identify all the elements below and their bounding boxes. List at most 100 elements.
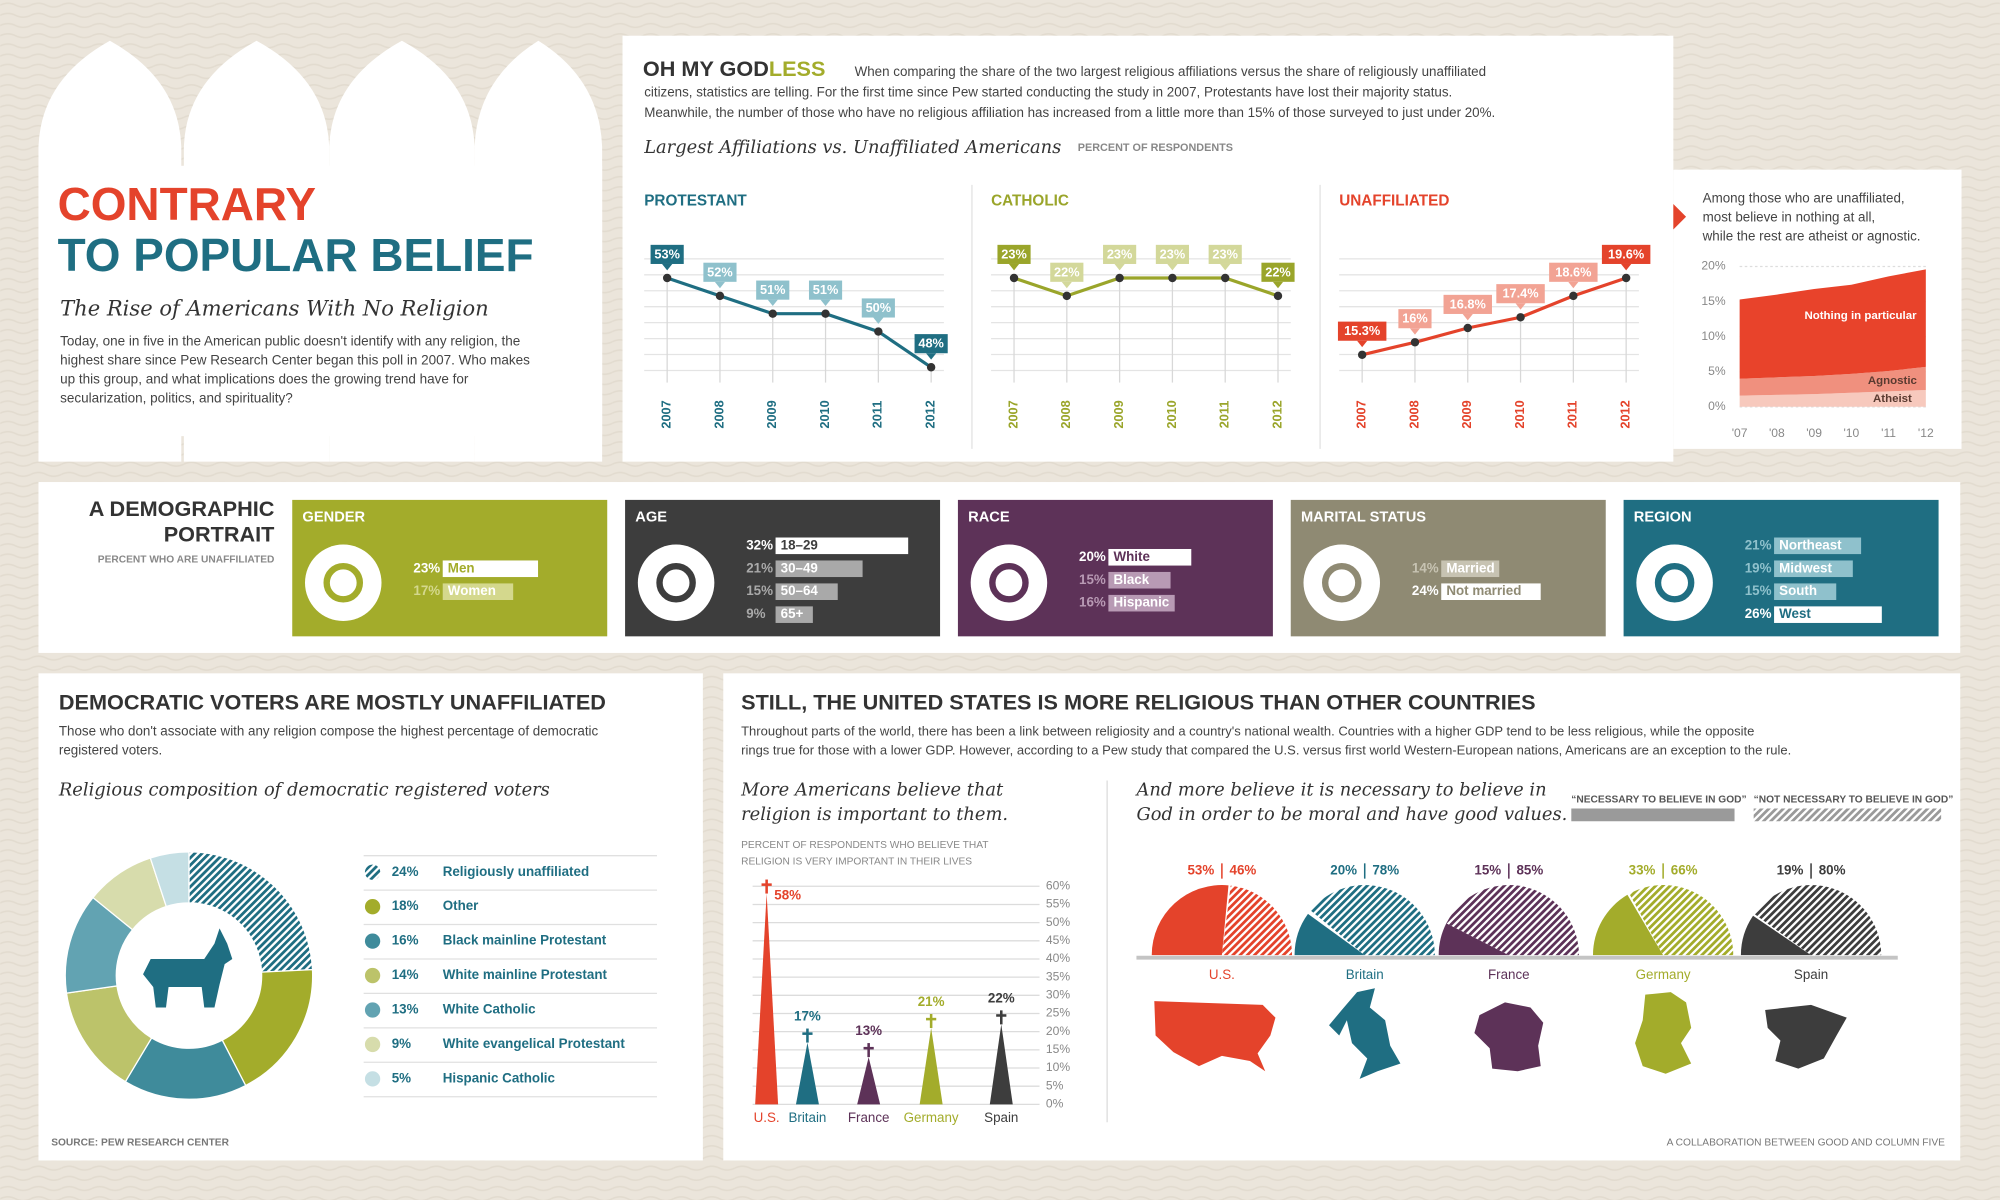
value-label-box [1398, 309, 1432, 329]
trend-line [1361, 276, 1627, 357]
section-heading: DEMOCRATIC VOTERS ARE MOSTLY UNAFFILIATE… [59, 690, 606, 715]
intro-text: up this group, and what implications doe… [60, 372, 469, 387]
y-tick-label: 45% [1046, 933, 1070, 947]
area [1739, 389, 1926, 407]
value-label: 32% [746, 537, 773, 552]
value-label: 18.6% [1555, 264, 1591, 279]
subtitle: The Rise of Americans With No Religion [60, 295, 489, 320]
value-label-box [1261, 262, 1295, 282]
chart-title: RACE [968, 510, 1010, 526]
bar [775, 537, 909, 555]
slice [149, 851, 190, 908]
paragraph: When comparing the share of the two larg… [855, 64, 1486, 79]
point [821, 309, 830, 318]
y-tick-label: 55% [1046, 897, 1070, 911]
value-label-pointer [1220, 263, 1231, 271]
bar [989, 1024, 1013, 1105]
value-label-box [756, 280, 790, 300]
category-label: Germany [1636, 967, 1691, 982]
value-label: 15% [746, 583, 773, 598]
category-label: U.S. [1209, 967, 1235, 982]
series-label: Agnostic [1868, 375, 1918, 387]
x-tick-label: 2009 [1459, 400, 1474, 428]
category-label: Not married [1446, 583, 1521, 598]
value-label: 53% [1187, 863, 1214, 878]
value-label: 15% [1474, 863, 1501, 878]
legend-swatch [364, 1002, 381, 1018]
value-label-box [1443, 294, 1492, 314]
chart-title: AGE [635, 510, 667, 526]
value-label-box [1496, 284, 1545, 304]
chart-title: Religious composition of democratic regi… [58, 780, 550, 801]
x-tick-label: 2010 [817, 400, 832, 428]
value-label: 15.3% [1344, 323, 1380, 338]
value-label-box [997, 244, 1031, 264]
bar [1774, 606, 1882, 623]
icon-detail [1321, 563, 1362, 603]
intro-text: Today, one in five in the American publi… [60, 333, 520, 348]
value-label-box [1050, 262, 1084, 282]
value-label-pointer [767, 299, 778, 307]
value-label: 20% [1079, 549, 1106, 564]
bar [442, 560, 539, 578]
legend-swatch [364, 967, 381, 984]
map-britain [1329, 988, 1401, 1079]
legend-swatch [1571, 808, 1735, 822]
half-pie-slice [1294, 913, 1365, 956]
category-label: Hispanic [1113, 595, 1169, 610]
half-pie-slice [1629, 885, 1734, 956]
y-tick-label: 0% [1708, 399, 1726, 413]
value-label: 78% [1372, 863, 1399, 878]
bar [1108, 571, 1171, 589]
map-us [1154, 1001, 1276, 1072]
x-tick-label: 2007 [1005, 400, 1020, 428]
value-label-pointer [1061, 281, 1072, 289]
x-tick-label: 2008 [1058, 400, 1073, 428]
x-tick-label: 2012 [923, 400, 938, 428]
half-pie-slice [1310, 885, 1435, 956]
value-label-box [914, 334, 948, 354]
chart-note: PERCENT OF RESPONDENTS WHO BELIEVE THAT [741, 840, 988, 851]
half-pie-slice [1446, 885, 1579, 956]
x-tick-label: 2012 [1618, 400, 1633, 428]
legend-value: 18% [392, 898, 419, 913]
value-label: 15% [1745, 583, 1772, 598]
chart-note: PERCENT WHO ARE UNAFFILIATED [98, 555, 275, 566]
legend-value: 13% [392, 1002, 419, 1017]
arches [38, 40, 603, 462]
half-pie-slice [1151, 885, 1229, 956]
value-label: 51% [760, 282, 786, 297]
x-tick-label: U.S. [754, 1110, 780, 1125]
y-tick-label: 0% [1046, 1097, 1064, 1111]
y-tick-label: 40% [1046, 951, 1070, 965]
legend-value: 9% [392, 1036, 411, 1051]
value-label: 58% [774, 888, 801, 903]
icon [1303, 544, 1381, 622]
bar [1441, 583, 1541, 600]
icon [304, 544, 382, 622]
paragraph: registered voters. [59, 743, 162, 758]
y-tick-label: 15% [1046, 1042, 1070, 1056]
x-tick-label: '10 [1843, 426, 1859, 440]
value-label-pointer [873, 317, 884, 324]
chart-note: PERCENT OF RESPONDENTS [1078, 142, 1233, 154]
point [768, 309, 777, 318]
category-label: 30–49 [781, 560, 818, 575]
category-label: 50–64 [781, 583, 819, 598]
legend-swatch [364, 864, 381, 880]
value-label: 24% [1412, 583, 1439, 598]
legend-value: 16% [392, 933, 419, 948]
point [715, 291, 725, 301]
chart-title: And more believe it is necessary to beli… [1134, 780, 1546, 801]
credit: A COLLABORATION BETWEEN GOOD AND COLUMN … [1667, 1137, 1946, 1148]
legend-value: 14% [392, 967, 419, 982]
half-pie-slice [1754, 885, 1882, 956]
x-tick-label: '09 [1806, 426, 1822, 440]
point [1115, 273, 1124, 283]
value-label: 85% [1516, 863, 1543, 878]
bar [1441, 560, 1500, 578]
value-label: 33% [1629, 863, 1656, 878]
point [1357, 350, 1367, 359]
bar [775, 606, 813, 623]
y-tick-label: 5% [1708, 364, 1726, 378]
